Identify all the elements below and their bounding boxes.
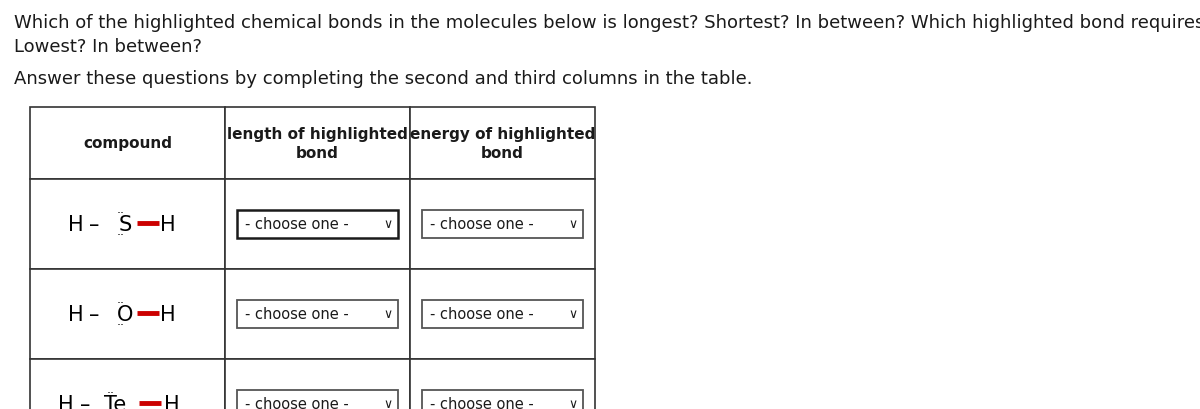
Text: H: H [67, 304, 83, 324]
Text: ∨: ∨ [384, 218, 392, 231]
Text: –: – [89, 304, 100, 324]
Bar [238, 300, 398, 328]
Text: H: H [160, 304, 175, 324]
Text: Answer these questions by completing the second and third columns in the table.: Answer these questions by completing the… [14, 70, 752, 88]
Text: ∨: ∨ [569, 308, 577, 321]
Text: H: H [67, 214, 83, 234]
Bar [226, 270, 410, 359]
Bar [422, 300, 583, 328]
Text: Which of the highlighted chemical bonds in the molecules below is longest? Short: Which of the highlighted chemical bonds … [14, 14, 1200, 32]
Bar [422, 211, 583, 238]
Text: compound: compound [83, 136, 172, 151]
Text: H: H [160, 214, 175, 234]
Text: ∨: ∨ [569, 398, 577, 409]
Text: –: – [80, 394, 91, 409]
Text: H: H [163, 394, 179, 409]
Text: - choose one -: - choose one - [430, 307, 534, 322]
Text: ··: ·· [116, 297, 125, 310]
Text: –: – [89, 214, 100, 234]
Text: - choose one -: - choose one - [245, 307, 349, 322]
Text: length of highlighted
bond: length of highlighted bond [227, 127, 408, 161]
Bar [226, 108, 410, 180]
Bar [30, 180, 226, 270]
Bar [410, 359, 595, 409]
Text: ··: ·· [116, 207, 125, 220]
Text: energy of highlighted
bond: energy of highlighted bond [410, 127, 595, 161]
Text: ··: ·· [116, 319, 125, 332]
Bar [238, 390, 398, 409]
Bar [410, 180, 595, 270]
Bar [410, 108, 595, 180]
Text: H: H [58, 394, 73, 409]
Text: ··: ·· [116, 229, 125, 242]
Text: ··: ·· [107, 387, 114, 400]
Text: O: O [118, 304, 133, 324]
Bar [30, 270, 226, 359]
Text: - choose one -: - choose one - [245, 397, 349, 409]
Text: - choose one -: - choose one - [430, 397, 534, 409]
Text: S: S [119, 214, 132, 234]
Text: - choose one -: - choose one - [430, 217, 534, 232]
Bar [30, 359, 226, 409]
Text: ∨: ∨ [569, 218, 577, 231]
Text: ∨: ∨ [384, 398, 392, 409]
Bar [410, 270, 595, 359]
Bar [238, 211, 398, 238]
Bar [226, 359, 410, 409]
Bar [226, 180, 410, 270]
Text: - choose one -: - choose one - [245, 217, 349, 232]
Text: Te: Te [104, 394, 127, 409]
Text: Lowest? In between?: Lowest? In between? [14, 38, 202, 56]
Bar [30, 108, 226, 180]
Text: ∨: ∨ [384, 308, 392, 321]
Bar [422, 390, 583, 409]
